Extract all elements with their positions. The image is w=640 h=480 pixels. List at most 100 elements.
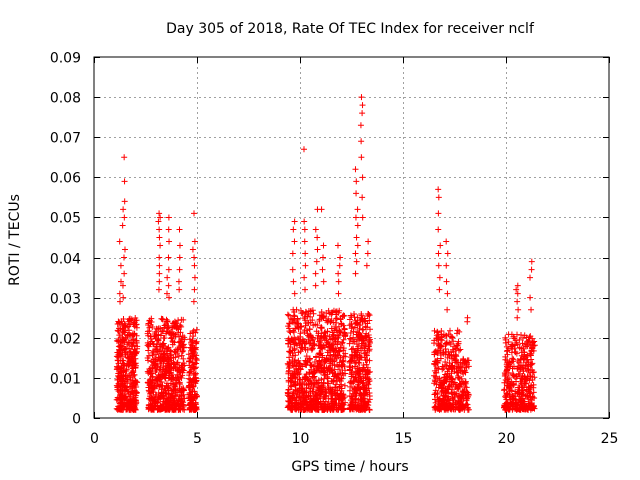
data-point xyxy=(332,323,339,330)
data-point xyxy=(302,322,309,329)
data-point xyxy=(317,398,324,405)
data-point xyxy=(131,350,138,357)
data-point xyxy=(291,218,298,225)
y-tick-labels: 0 0.01 0.02 0.03 0.04 0.05 0.06 0.07 0.08 0.09 xyxy=(50,51,81,428)
data-point xyxy=(335,270,342,277)
data-point xyxy=(336,347,343,354)
data-point xyxy=(301,226,308,233)
data-point xyxy=(179,333,186,340)
data-point xyxy=(116,290,123,297)
data-point xyxy=(366,406,373,413)
data-point xyxy=(358,138,365,145)
data-point xyxy=(346,340,353,347)
data-point xyxy=(173,325,180,332)
data-point xyxy=(176,266,183,273)
data-point xyxy=(154,363,161,370)
data-point xyxy=(122,327,129,334)
data-point xyxy=(174,371,181,378)
data-point xyxy=(159,366,166,373)
data-point xyxy=(336,262,343,269)
data-point xyxy=(316,384,323,391)
data-point xyxy=(285,378,292,385)
data-point xyxy=(321,333,328,340)
data-point xyxy=(333,374,340,381)
data-point xyxy=(359,110,366,117)
data-point xyxy=(126,345,133,352)
data-point xyxy=(119,222,126,229)
data-point xyxy=(334,327,341,334)
data-point xyxy=(175,278,182,285)
data-point xyxy=(191,210,198,217)
data-point xyxy=(168,335,175,342)
data-point xyxy=(159,315,166,322)
data-point xyxy=(316,385,323,392)
data-point xyxy=(333,401,340,408)
data-point xyxy=(359,214,366,221)
data-point xyxy=(321,359,328,366)
data-point xyxy=(132,405,139,412)
y-tick-label: 0.09 xyxy=(50,51,81,67)
data-point xyxy=(353,331,360,338)
data-point xyxy=(121,154,128,161)
data-point xyxy=(151,333,158,340)
data-point xyxy=(364,250,371,257)
data-point xyxy=(162,375,169,382)
data-point xyxy=(153,367,160,374)
data-point xyxy=(301,238,308,245)
y-tick-label: 0.03 xyxy=(50,292,81,308)
data-point xyxy=(299,363,306,370)
x-tick-label: 0 xyxy=(90,431,99,447)
y-tick-label: 0.01 xyxy=(50,372,81,388)
data-point xyxy=(286,328,293,335)
data-point xyxy=(297,377,304,384)
data-point xyxy=(191,286,198,293)
data-point xyxy=(167,380,174,387)
data-point xyxy=(121,178,128,185)
data-point xyxy=(325,356,332,363)
data-point xyxy=(180,341,187,348)
data-point xyxy=(354,206,361,213)
data-point xyxy=(362,318,369,325)
data-point xyxy=(316,318,323,325)
data-point xyxy=(118,388,125,395)
data-point xyxy=(286,320,293,327)
data-point xyxy=(116,346,123,353)
data-point xyxy=(320,278,327,285)
data-point xyxy=(330,351,337,358)
y-tick-label: 0.04 xyxy=(50,252,81,268)
data-point xyxy=(338,402,345,409)
data-point xyxy=(146,388,153,395)
data-point xyxy=(332,381,339,388)
data-point xyxy=(309,317,316,324)
data-point xyxy=(332,384,339,391)
data-point xyxy=(161,348,168,355)
data-point xyxy=(175,339,182,346)
data-point xyxy=(174,329,181,336)
data-point xyxy=(336,384,343,391)
data-point xyxy=(363,373,370,380)
data-point xyxy=(364,357,371,364)
data-point xyxy=(361,317,368,324)
data-point xyxy=(307,332,314,339)
data-point xyxy=(301,274,308,281)
data-point xyxy=(340,336,347,343)
data-point xyxy=(114,320,121,327)
data-point xyxy=(152,328,159,335)
y-axis-label: ROTI / TECUs xyxy=(7,194,23,286)
data-point xyxy=(328,367,335,374)
data-point xyxy=(352,166,359,173)
data-point xyxy=(127,331,134,338)
data-point xyxy=(327,319,334,326)
data-point xyxy=(171,401,178,408)
data-point xyxy=(291,405,298,412)
data-point xyxy=(120,206,127,213)
data-point xyxy=(294,342,301,349)
data-point xyxy=(306,326,313,333)
data-point xyxy=(527,294,534,301)
data-point xyxy=(298,344,305,351)
data-point xyxy=(314,335,321,342)
data-point xyxy=(190,364,197,371)
data-point xyxy=(180,403,187,410)
data-point xyxy=(339,339,346,346)
data-point xyxy=(291,238,298,245)
